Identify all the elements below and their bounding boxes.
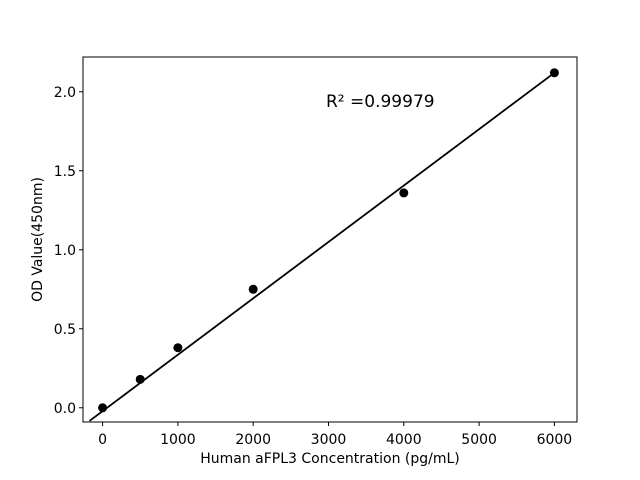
data-point — [98, 403, 108, 413]
x-tick-label: 4000 — [386, 432, 422, 448]
y-tick-label: 1.5 — [54, 164, 76, 180]
data-point — [248, 284, 258, 294]
y-tick-label: 0.5 — [54, 322, 76, 338]
x-tick-label: 1000 — [160, 432, 196, 448]
x-axis-title: Human aFPL3 Concentration (pg/mL) — [200, 451, 460, 467]
x-tick-label: 3000 — [311, 432, 347, 448]
x-tick-label: 0 — [98, 432, 107, 448]
x-tick-label: 5000 — [461, 432, 497, 448]
regression-line — [89, 71, 556, 422]
y-axis-title: OD Value(450nm) — [30, 177, 46, 302]
data-points — [98, 68, 559, 413]
y-tick-label: 1.0 — [54, 243, 76, 259]
y-tick-label: 0.0 — [54, 401, 76, 417]
r-squared-annotation: R² =0.99979 — [326, 92, 435, 112]
plot-area-spines — [82, 56, 578, 423]
data-point — [549, 68, 559, 78]
x-tick-label: 6000 — [537, 432, 573, 448]
y-axis-ticks: 0.0 0.5 1.0 1.5 2.0 — [54, 85, 83, 417]
y-tick-label: 2.0 — [54, 85, 76, 101]
fit-line — [89, 71, 556, 422]
x-axis-ticks: 0 1000 2000 3000 4000 5000 6000 — [98, 422, 572, 448]
data-point — [399, 188, 409, 198]
x-tick-label: 2000 — [235, 432, 271, 448]
data-point — [135, 374, 145, 384]
data-point — [173, 343, 183, 353]
